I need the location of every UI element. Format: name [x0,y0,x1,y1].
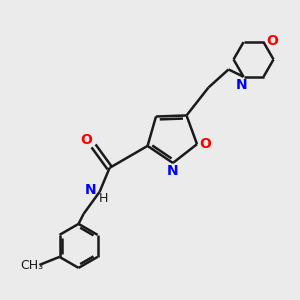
Text: O: O [267,34,278,48]
Text: N: N [167,164,179,178]
Text: N: N [85,183,96,197]
Text: O: O [81,133,92,147]
Text: O: O [199,137,211,151]
Text: N: N [236,78,248,92]
Text: CH₃: CH₃ [20,260,43,272]
Text: H: H [99,192,108,206]
